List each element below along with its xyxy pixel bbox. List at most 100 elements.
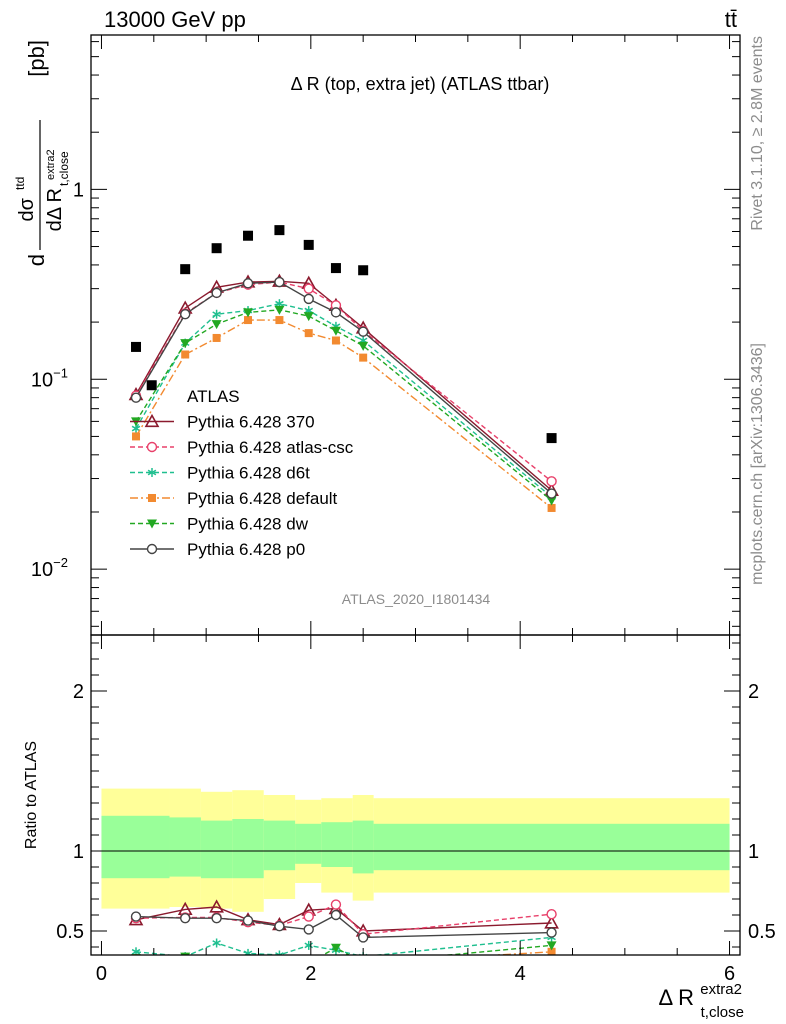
main-point-default [359,353,368,362]
legend-item-dw: Pythia 6.428 dw [130,515,309,534]
data-point [146,380,157,391]
main-point-default [547,503,556,512]
ratio-line-d6t [135,936,552,955]
ratio-point-dw [274,959,284,968]
ratio-series-d6t [131,932,556,955]
ratio-point-d6t [212,938,221,948]
svg-text:dΔ R: dΔ R [44,188,66,231]
ratio-point-p0 [211,913,222,924]
main-point-p0 [357,326,369,337]
ratio-point-dw [180,952,191,955]
ratio-point-p0 [274,921,285,932]
ratio-panel: 0.5 0.5 1 1 2 2 0 2 4 6 Ratio to ATLAS [23,634,776,985]
ratio-point-p0 [330,909,342,921]
ratio-point-p0 [242,915,254,926]
main-point-dw [211,320,222,330]
main-series-default [132,316,556,512]
main-point-default [132,432,141,441]
main-point-p0 [242,278,254,289]
legend-item-d6t: Pythia 6.428 d6t [130,464,310,483]
data-point [211,243,222,254]
ratio-point-default [359,959,367,967]
data-point [131,341,142,352]
uncertainty-band-inner [232,819,264,879]
main-ylabel: [pb] dσ ttd dΔ R t,close extra2 d [13,40,71,266]
main-point-p0 [303,293,314,305]
ratio-point-p0 [180,913,191,924]
ratio-point-p0 [130,911,142,922]
svg-text:extra2: extra2 [700,981,742,998]
main-point-dw [330,326,341,336]
main-panel: 10−2 10−1 1 Δ R (top, extra jet) (ATLAS tt… [31,34,741,636]
legend-item-default: Pythia 6.428 default [130,489,338,508]
ratio-point-default [547,947,556,955]
uncertainty-band-inner [352,820,374,874]
ratio-point-atlascsc [330,899,342,910]
main-point-default [275,316,284,325]
ratio-point-default [244,959,252,967]
ratio-point-dw [546,941,557,951]
ratio-line-p370 [135,906,552,932]
legend-marker [148,494,156,502]
ratio-point-p0 [546,927,557,938]
uncertainty-band-inner [263,820,296,871]
ratio-point-p0 [303,924,314,935]
ratio-line-default [485,951,552,955]
uncertainty-band-inner [321,822,353,867]
main-point-p0 [130,392,142,403]
legend-marker [147,468,157,477]
main-ytick-label: 1 [73,179,84,201]
main-point-default [181,350,190,359]
ratio-point-dw [212,956,222,965]
ratio-point-default [213,959,221,967]
main-point-default [212,333,221,342]
ratio-point-dw [358,959,368,968]
ratio-point-default [181,961,189,969]
svg-text:dσ: dσ [16,197,38,221]
legend-label: Pythia 6.428 d6t [187,464,310,483]
svg-text:ttd: ttd [13,177,27,190]
ratio-point-dw [243,959,253,968]
legend-label: Pythia 6.428 370 [187,413,315,432]
data-point [358,265,369,276]
legend-item-atlascsc: Pythia 6.428 atlas-csc [130,438,354,457]
ratio-point-default [275,959,283,967]
ratio-xtick-label: 4 [515,963,526,985]
process-label: tt̄ [725,7,737,32]
ratio-point-p370 [209,899,224,913]
legend-item-p370: Pythia 6.428 370 [130,413,315,432]
data-point [243,230,254,241]
ratio-series-p0 [130,909,557,943]
watermark: ATLAS_2020_I1801434 [342,591,491,607]
main-point-default [244,316,253,325]
uncertainty-band-inner [101,815,170,879]
main-point-p0 [211,287,222,299]
rivet-label: Rivet 3.1.10, ≥ 2.8M events [749,36,766,231]
main-point-dw [180,339,191,349]
legend-label: Pythia 6.428 dw [187,515,309,534]
main-point-p0 [330,307,342,318]
data-point [274,225,285,236]
main-point-d6t [212,309,221,319]
svg-text:Δ R: Δ R [659,985,694,1010]
main-series-data [131,225,557,444]
ratio-ytick-label-right: 0.5 [748,921,776,943]
uncertainty-band-inner [200,820,233,879]
svg-text:extra2: extra2 [45,149,57,180]
legend: ATLAS Pythia 6.428 370 Pythia 6.428 atlas-… [130,387,354,559]
site-label: mcplots.cern.ch [arXiv:1306.3436] [749,343,766,585]
main-line-d6t [135,302,553,498]
legend-marker [144,413,160,428]
main-point-dw [243,308,254,318]
ratio-ytick-label: 2 [73,681,84,703]
ratio-line-atlascsc [135,903,552,935]
data-point [330,263,341,274]
data-point [180,264,191,275]
data-point [546,433,557,444]
ratio-point-default [332,956,340,964]
legend-item-p0: Pythia 6.428 p0 [130,540,305,559]
ratio-ylabel: Ratio to ATLAS [23,741,40,849]
main-point-dw [303,312,314,322]
legend-label: Pythia 6.428 atlas-csc [187,438,354,457]
